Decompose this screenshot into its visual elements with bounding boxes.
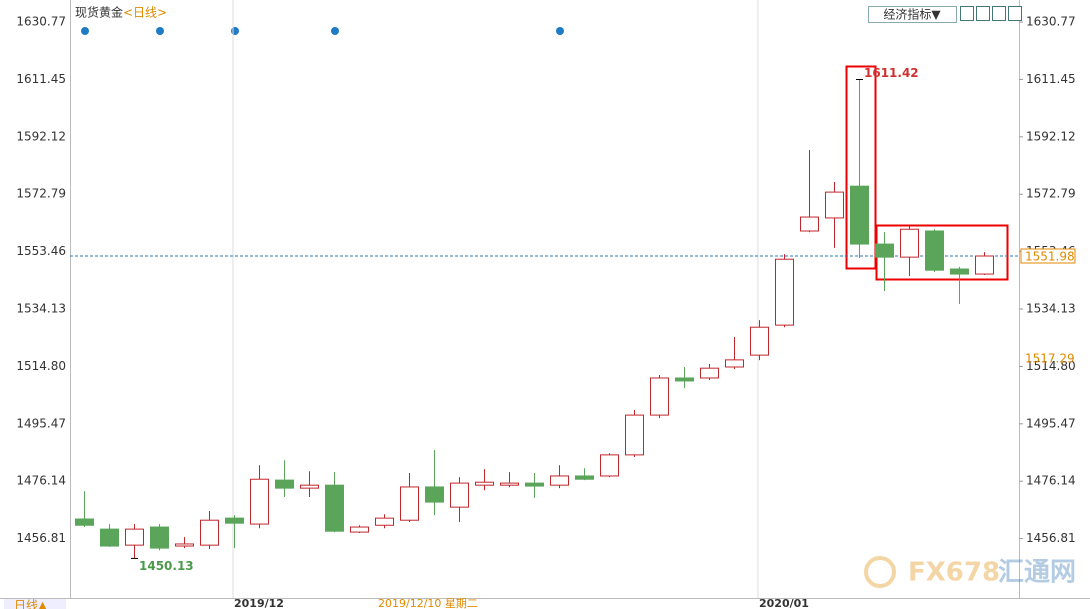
x-tick-label: 2020/01 (759, 597, 809, 609)
y-tick-label: 1630.77 (1026, 15, 1076, 29)
y-tick-label: 1534.13 (1026, 302, 1076, 316)
candle-body (300, 484, 319, 489)
last-price-label: 1551.98 (1025, 250, 1075, 264)
candle-body (275, 479, 294, 489)
candle-body (175, 543, 194, 547)
candle-body (500, 482, 519, 486)
y-tick-label: 1456.81 (16, 531, 66, 545)
button-frame (868, 6, 957, 23)
y-tick-label: 1630.77 (16, 15, 66, 29)
candle-body (700, 367, 719, 379)
candle-body (425, 486, 444, 503)
toolbar-icons (960, 6, 1022, 21)
candle-body (625, 414, 644, 456)
y-tick-label: 1572.79 (16, 187, 66, 201)
candle-body (850, 185, 869, 245)
candle-body (375, 517, 394, 526)
marker-price-label: 1517.29 (1025, 352, 1075, 366)
x-tick-label: 2019/12 (234, 597, 284, 609)
indicator-button[interactable]: 经济指标▼ (868, 6, 957, 23)
event-dot[interactable] (156, 27, 164, 35)
candle-body (900, 228, 919, 258)
y-tick-label: 1611.45 (16, 72, 66, 86)
candle-body (400, 486, 419, 521)
candle-body (450, 482, 469, 508)
candle-body (925, 230, 944, 271)
button-label: 日线▲ (14, 599, 48, 609)
watermark-text: 汇通网 (998, 558, 1076, 588)
y-tick-label: 1476.14 (1026, 474, 1076, 488)
highlight-box (845, 65, 877, 270)
candle-body (150, 526, 169, 549)
y-tick-label: 1592.12 (16, 129, 66, 143)
y-tick-label: 1553.46 (16, 244, 66, 258)
chart-title: 现货黄金 (75, 5, 123, 20)
event-dot[interactable] (231, 27, 239, 35)
y-tick-label: 1514.80 (1026, 359, 1076, 373)
candle-body (525, 482, 544, 487)
candle-body (800, 216, 819, 232)
event-dot[interactable] (81, 27, 89, 35)
watermark-text: FX678 (908, 558, 1000, 588)
icon[interactable] (960, 6, 974, 21)
candle-body (750, 326, 769, 356)
event-dot[interactable] (556, 27, 564, 35)
icon[interactable] (976, 6, 990, 21)
y-tick-label: 1534.13 (16, 302, 66, 316)
candle-body (875, 243, 894, 258)
cursor-date: 2019/12/10 星期二 (378, 597, 478, 609)
candle-body (775, 258, 794, 326)
y-tick-label: 1572.79 (1026, 187, 1076, 201)
candle-body (200, 519, 219, 546)
low-label: 1450.13 (139, 559, 194, 573)
candle-body (575, 475, 594, 480)
last-price-box (1020, 248, 1076, 264)
candle-body (325, 484, 344, 532)
period-button[interactable]: 日线▲ (4, 599, 66, 609)
candle-body (125, 528, 144, 546)
candle-body (225, 517, 244, 524)
candle-body (825, 191, 844, 219)
candle-body (75, 518, 94, 526)
candle-body (250, 478, 269, 525)
event-dot[interactable] (331, 27, 339, 35)
watermark-logo (864, 556, 896, 588)
y-tick-label: 1592.12 (1026, 129, 1076, 143)
button-frame (4, 599, 66, 609)
y-tick-label: 1495.47 (16, 416, 66, 430)
icon[interactable] (1008, 6, 1022, 21)
y-tick-label: 1514.80 (16, 359, 66, 373)
high-label: 1611.42 (864, 66, 919, 80)
candle-body (350, 526, 369, 533)
icon[interactable] (992, 6, 1006, 21)
y-tick-label: 1456.81 (1026, 531, 1076, 545)
y-tick-label: 1476.14 (16, 474, 66, 488)
watermark: FX678 汇通网 (864, 556, 1076, 588)
candle-body (100, 528, 119, 547)
y-tick-label: 1495.47 (1026, 416, 1076, 430)
button-label: 经济指标▼ (883, 7, 941, 22)
candle-body (950, 268, 969, 275)
candle-body (600, 454, 619, 477)
period-label: <日线> (123, 6, 167, 20)
y-tick-label: 1611.45 (1026, 72, 1076, 86)
candle-body (550, 475, 569, 486)
candle-body (725, 359, 744, 368)
candle-body (675, 377, 694, 382)
candle-body (650, 377, 669, 416)
candle-body (475, 481, 494, 486)
candle-body (975, 255, 994, 275)
